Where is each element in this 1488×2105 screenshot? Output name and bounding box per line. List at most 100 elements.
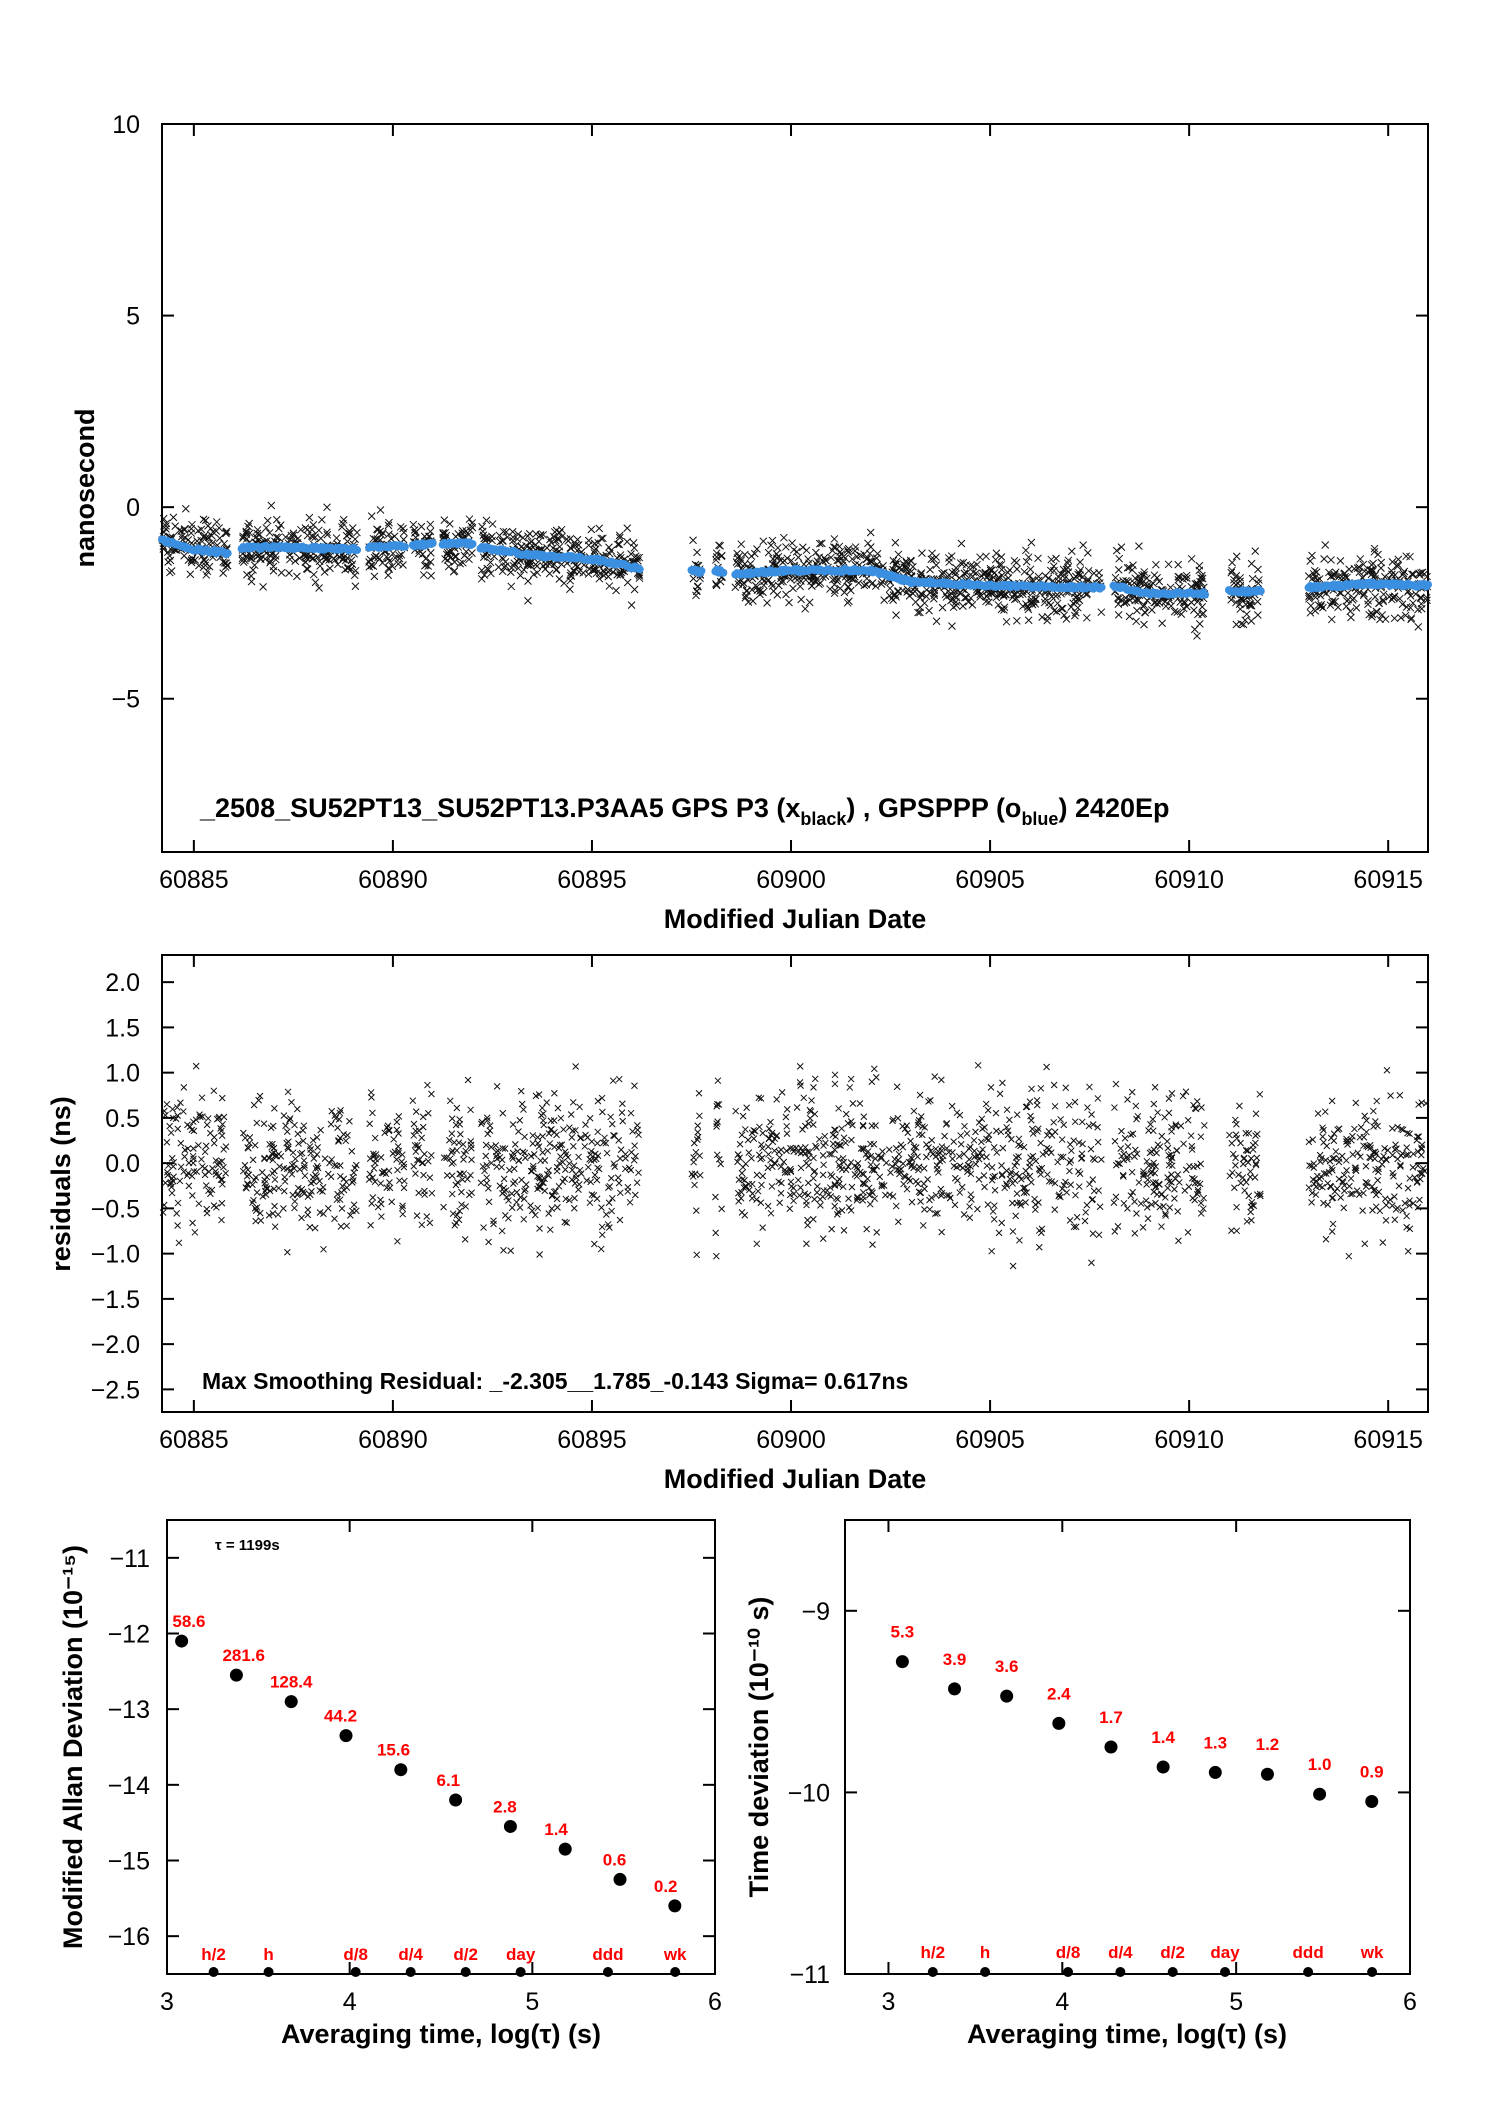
gps-p3-point xyxy=(959,602,967,610)
gps-p3-point xyxy=(169,513,178,522)
residual-point xyxy=(1328,1166,1336,1174)
residual-point xyxy=(966,1214,974,1222)
residual-point xyxy=(608,1207,616,1215)
residual-point xyxy=(741,1126,749,1133)
residual-point xyxy=(983,1153,990,1161)
residual-point xyxy=(1186,1162,1193,1170)
residual-point xyxy=(1330,1130,1338,1138)
gps-p3-point xyxy=(212,518,221,526)
gps-p3-point xyxy=(920,599,929,608)
gps-p3-point xyxy=(872,554,881,562)
gps-p3-point xyxy=(220,539,229,548)
residual-point xyxy=(1381,1145,1388,1152)
gps-p3-point xyxy=(1308,574,1317,582)
residual-point xyxy=(831,1146,839,1154)
residual-point xyxy=(292,1155,299,1163)
residual-point xyxy=(885,1146,893,1153)
gps-p3-point xyxy=(925,606,933,615)
gps-p3-point xyxy=(1230,575,1238,584)
residual-point xyxy=(569,1142,577,1150)
gps-p3-point xyxy=(1114,593,1122,602)
gps-p3-point xyxy=(1245,600,1254,608)
residual-point xyxy=(759,1224,767,1232)
gps-p3-point xyxy=(395,551,404,560)
tdev-point xyxy=(1260,1767,1274,1781)
x-tick-label: 60910 xyxy=(1154,866,1224,894)
residual-point xyxy=(169,1105,176,1113)
residual-point xyxy=(1111,1104,1118,1111)
residual-point xyxy=(1404,1151,1412,1159)
gps-p3-point xyxy=(1320,554,1328,563)
gps-p3-point xyxy=(1174,576,1183,584)
gps-p3-point xyxy=(1062,615,1071,623)
residual-point xyxy=(1086,1180,1093,1188)
residual-point xyxy=(543,1099,551,1106)
gps-p3-point xyxy=(259,583,267,591)
tdev-point xyxy=(1365,1794,1379,1808)
residual-point xyxy=(1142,1197,1150,1204)
residual-point xyxy=(1347,1175,1355,1182)
residual-point xyxy=(418,1134,426,1142)
residual-point xyxy=(1143,1157,1151,1165)
gps-p3-point xyxy=(462,527,470,535)
residual-point xyxy=(1016,1199,1024,1206)
gps-p3-point xyxy=(243,570,251,579)
residual-point xyxy=(1335,1175,1343,1183)
residual-point xyxy=(536,1251,543,1258)
gps-p3-point xyxy=(1182,602,1191,611)
gps-p3-point xyxy=(509,533,517,542)
gps-p3-point xyxy=(442,550,451,559)
residual-point xyxy=(208,1186,216,1194)
gps-p3-point xyxy=(464,530,473,539)
residual-point xyxy=(999,1144,1007,1152)
residual-point xyxy=(1015,1141,1022,1149)
residual-point xyxy=(586,1155,594,1163)
residual-point xyxy=(1020,1189,1028,1197)
residual-point xyxy=(799,1126,806,1133)
residual-point xyxy=(462,1147,470,1155)
residual-point xyxy=(1409,1164,1417,1171)
residual-point xyxy=(1396,1091,1404,1099)
residual-point xyxy=(582,1121,589,1129)
residual-point xyxy=(196,1111,203,1118)
residual-point xyxy=(1065,1101,1073,1109)
residual-point xyxy=(771,1147,778,1155)
gps-p3-point xyxy=(1415,571,1424,579)
gps-p3-point xyxy=(397,550,406,559)
residual-point xyxy=(838,1125,845,1132)
residual-point xyxy=(1233,1203,1240,1211)
gps-p3-point xyxy=(326,564,334,573)
residual-point xyxy=(1194,1188,1202,1196)
residual-point xyxy=(1128,1088,1136,1096)
residual-point xyxy=(1361,1112,1369,1120)
residual-point xyxy=(1125,1151,1133,1159)
gps-p3-point xyxy=(1024,616,1033,625)
residual-point xyxy=(291,1121,298,1129)
residual-point xyxy=(1340,1171,1348,1179)
tdev-timescale-label: h/2 xyxy=(921,1943,946,1962)
residual-point xyxy=(859,1145,867,1152)
gps-p3-point xyxy=(623,537,631,546)
gps-p3-point xyxy=(1190,606,1198,615)
residual-point xyxy=(560,1126,567,1133)
residual-point xyxy=(809,1215,817,1223)
residual-point xyxy=(811,1075,819,1083)
gps-p3-point xyxy=(384,564,393,572)
residual-point xyxy=(606,1183,614,1190)
gps-p3-point xyxy=(1367,560,1376,569)
gps-p3-point xyxy=(597,534,606,543)
residual-point xyxy=(1151,1083,1159,1091)
gps-p3-point xyxy=(426,520,435,529)
residual-point xyxy=(989,1173,997,1181)
gps-p3-point xyxy=(200,531,209,540)
residual-point xyxy=(244,1144,252,1152)
residual-point xyxy=(395,1130,402,1137)
residual-point xyxy=(218,1094,226,1102)
residual-point xyxy=(895,1150,903,1158)
residual-point xyxy=(1118,1152,1126,1160)
residual-point xyxy=(1340,1182,1348,1189)
residual-point xyxy=(1067,1181,1075,1189)
residual-point xyxy=(1129,1188,1137,1196)
tdev-point-label: 2.4 xyxy=(1047,1684,1071,1703)
residual-point xyxy=(181,1153,188,1160)
